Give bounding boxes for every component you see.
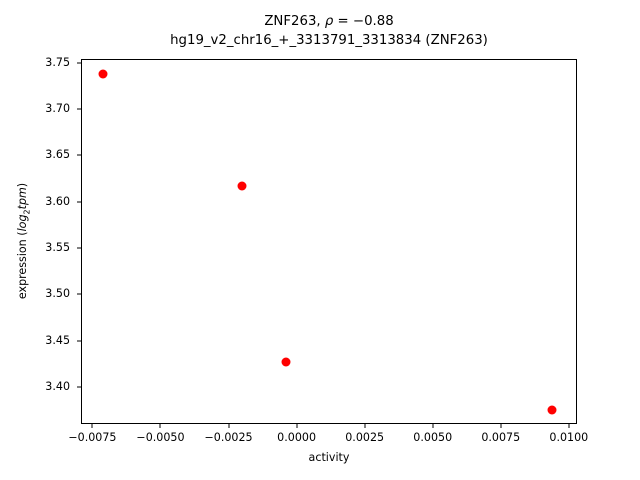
y-tick-label: 3.70 xyxy=(45,101,70,115)
chart-title-suffix: = −0.88 xyxy=(333,14,394,29)
x-tick xyxy=(159,424,161,428)
y-tick-label: 3.50 xyxy=(45,287,70,301)
y-tick xyxy=(77,386,81,388)
y-tick xyxy=(77,293,81,295)
y-tick xyxy=(77,201,81,203)
y-axis-label-var: tpm xyxy=(16,187,30,210)
y-axis-label-sub: 2 xyxy=(22,209,32,215)
chart-title-block: ZNF263, ρ = −0.88 hg19_v2_chr16_+_331379… xyxy=(81,12,577,50)
y-tick-label: 3.40 xyxy=(45,379,70,393)
x-tick xyxy=(568,424,570,428)
chart-title: ZNF263, ρ = −0.88 xyxy=(81,12,577,31)
y-axis-label-text: expression ( xyxy=(16,231,30,300)
x-tick xyxy=(228,424,230,428)
y-tick-label: 3.45 xyxy=(45,333,70,347)
x-tick xyxy=(364,424,366,428)
axes-spines xyxy=(81,59,577,424)
x-tick xyxy=(500,424,502,428)
y-axis-label-close: ) xyxy=(16,182,30,188)
x-tick-label: 0.0000 xyxy=(277,431,317,444)
y-tick xyxy=(77,340,81,342)
y-axis-label-log: log xyxy=(16,214,30,232)
chart-title-rho: ρ xyxy=(324,14,334,29)
data-point xyxy=(281,357,291,367)
y-tick-label: 3.60 xyxy=(45,194,70,208)
y-tick-label: 3.65 xyxy=(45,148,70,162)
x-tick xyxy=(91,424,93,428)
y-axis-label: expression (log2tpm) xyxy=(16,183,32,299)
x-tick-label: 0.0050 xyxy=(413,431,453,444)
chart-subtitle: hg19_v2_chr16_+_3313791_3313834 (ZNF263) xyxy=(170,33,488,48)
plot-area: −0.0075 −0.0050 −0.0025 0.0000 0.0025 0.0050 0… xyxy=(45,56,588,444)
data-point xyxy=(98,69,108,79)
x-tick-label: −0.0025 xyxy=(204,431,253,444)
chart-title-prefix: ZNF263, xyxy=(264,14,325,29)
x-tick-label: 0.0100 xyxy=(549,431,589,444)
y-tick xyxy=(77,62,81,64)
x-tick-label: −0.0050 xyxy=(136,431,185,444)
data-point xyxy=(237,181,247,191)
x-tick-label: 0.0075 xyxy=(481,431,521,444)
y-tick-label: 3.55 xyxy=(45,240,70,254)
y-tick xyxy=(77,108,81,110)
y-tick xyxy=(77,154,81,156)
x-axis-label: activity xyxy=(308,451,350,464)
x-tick-label: 0.0025 xyxy=(345,431,385,444)
data-point xyxy=(547,405,557,415)
x-tick xyxy=(432,424,434,428)
y-tick xyxy=(77,247,81,249)
y-tick-label: 3.75 xyxy=(45,55,70,69)
x-tick xyxy=(296,424,298,428)
x-tick-label: −0.0075 xyxy=(68,431,117,444)
